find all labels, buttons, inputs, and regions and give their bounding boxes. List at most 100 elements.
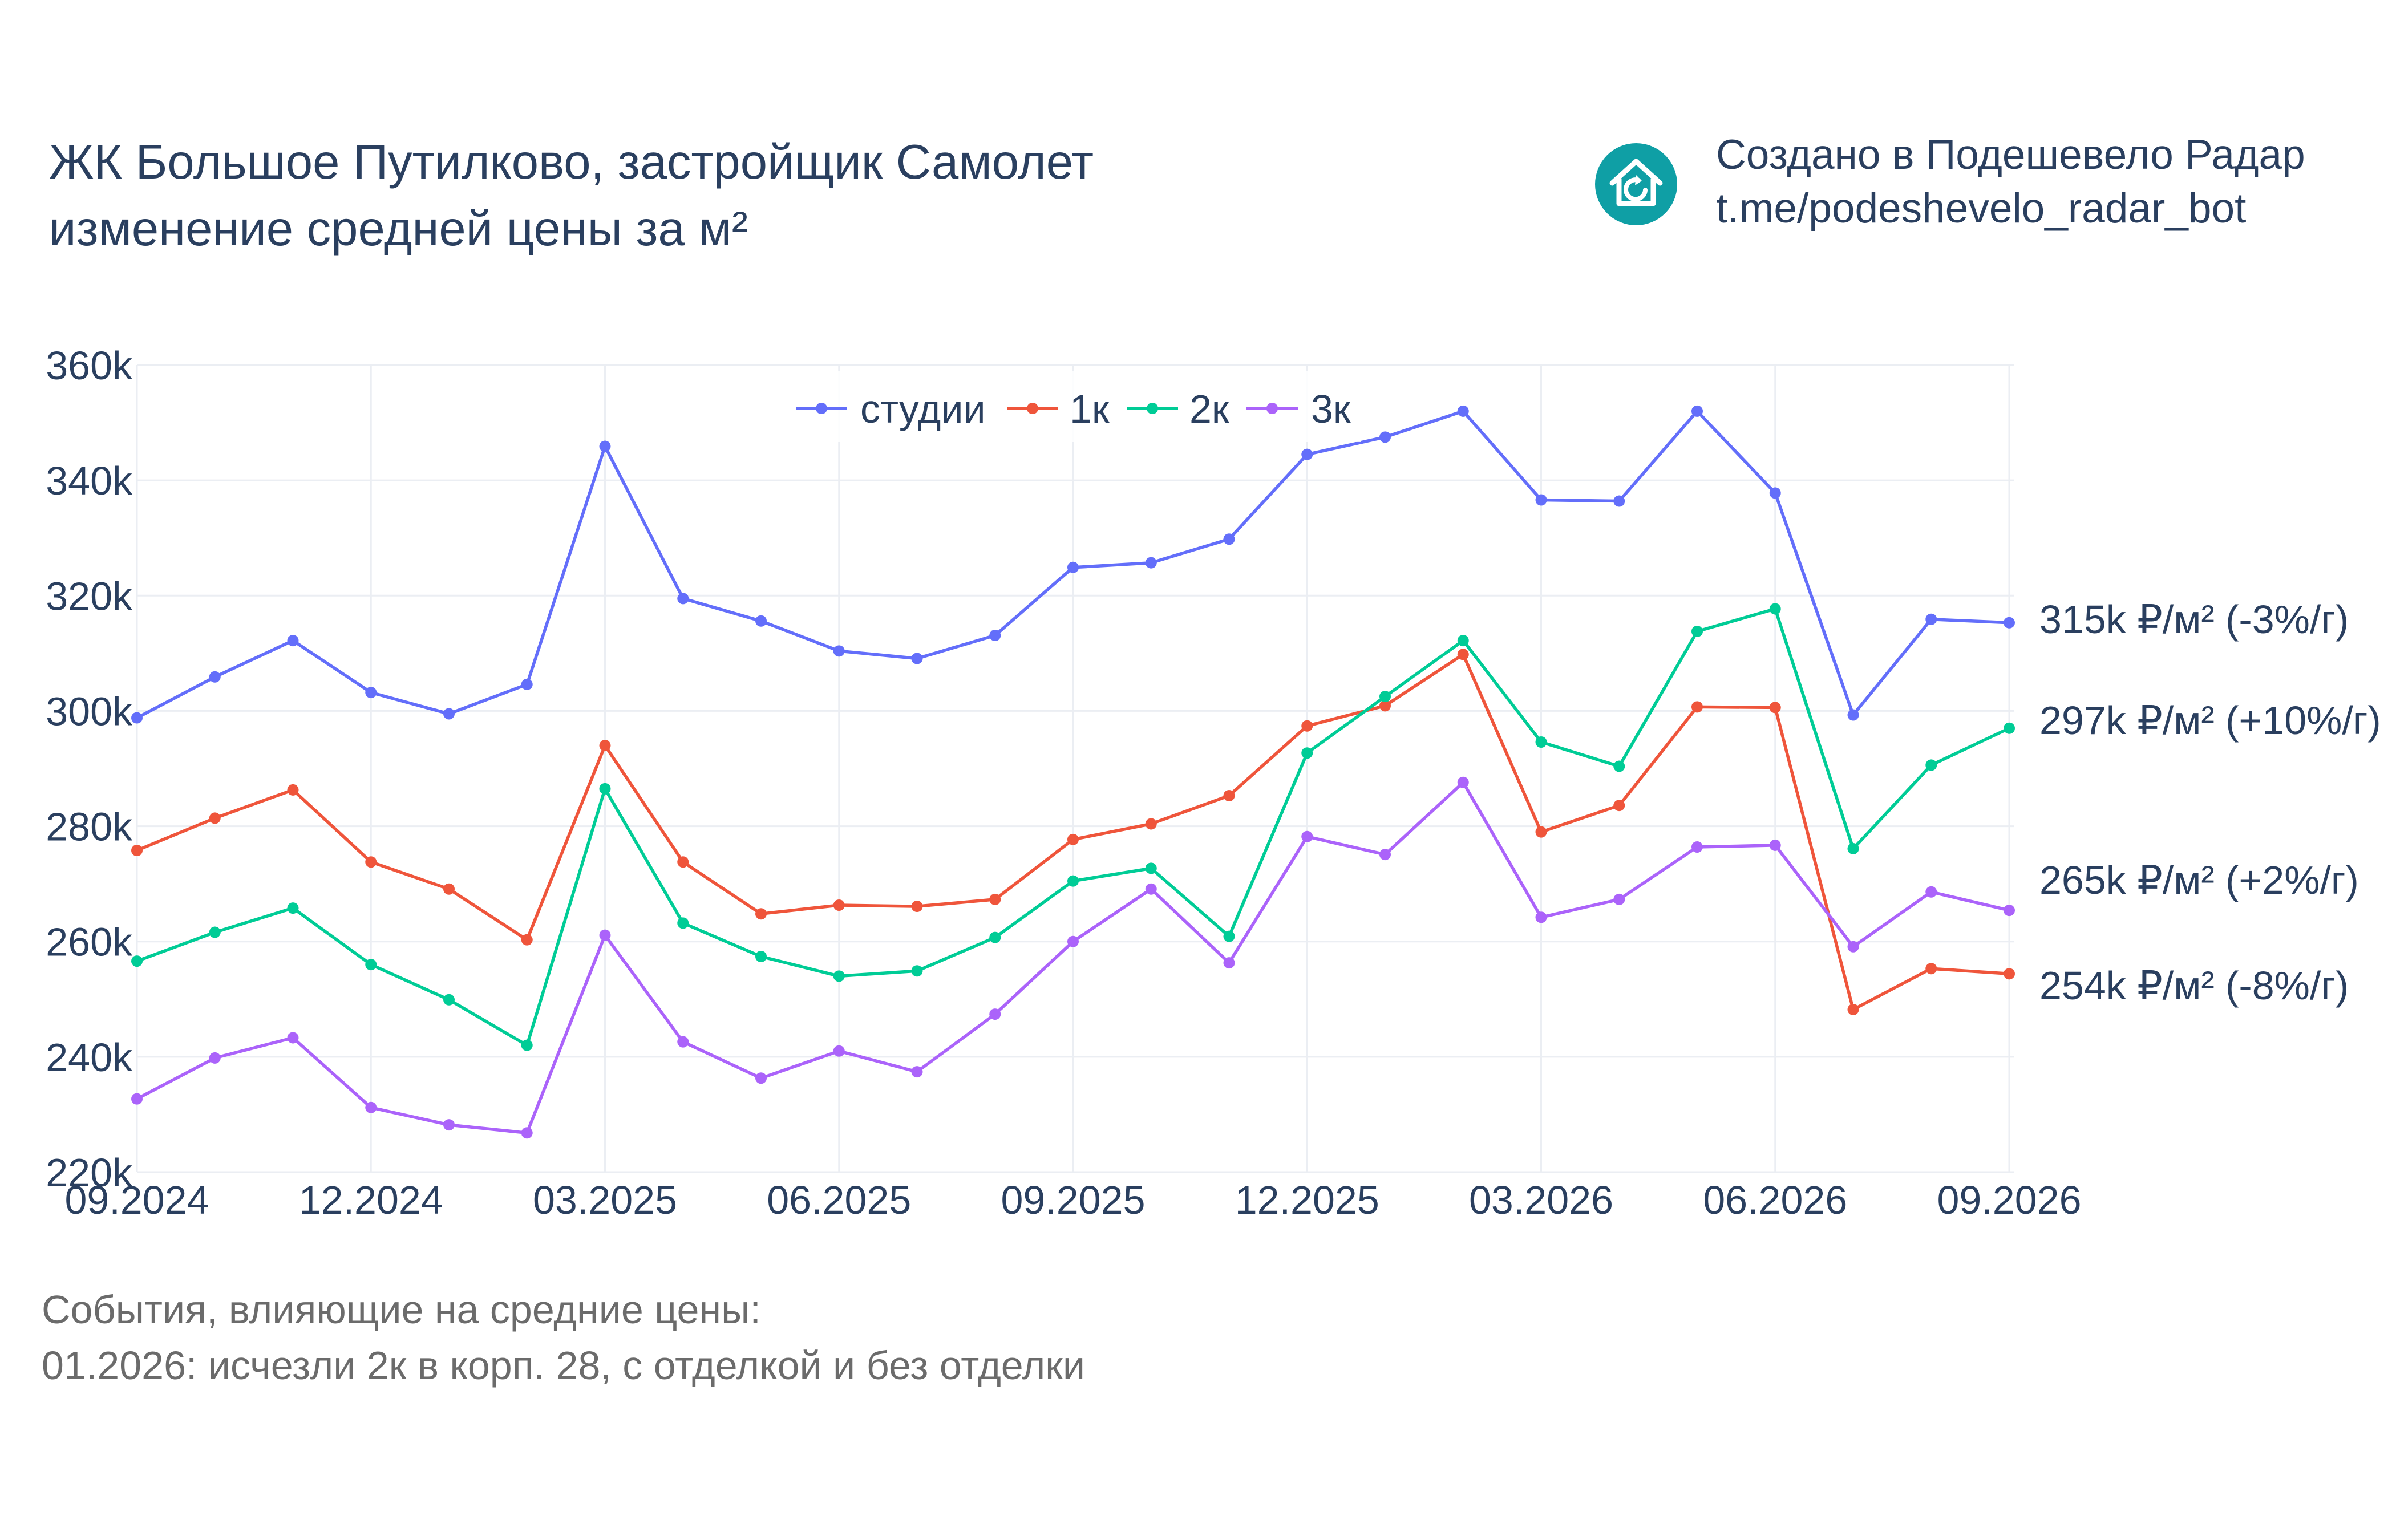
data-point bbox=[1925, 963, 1937, 975]
data-point bbox=[1847, 709, 1859, 721]
y-tick-label: 340k bbox=[46, 459, 133, 503]
data-point bbox=[1613, 760, 1625, 772]
y-tick-label: 240k bbox=[46, 1035, 133, 1080]
end-labels: 315k ₽/м² (-3%/г) 254k ₽/м² (-8%/г) 297k ₽… bbox=[2039, 597, 2381, 1008]
y-tick-label: 260k bbox=[46, 920, 133, 964]
data-point bbox=[443, 708, 455, 720]
data-point bbox=[1769, 839, 1781, 851]
data-point bbox=[599, 783, 611, 795]
data-point bbox=[989, 893, 1001, 905]
data-point bbox=[287, 1032, 299, 1044]
data-point bbox=[1457, 635, 1469, 647]
legend-item-3[interactable]: 2к bbox=[1127, 387, 1229, 431]
data-point bbox=[1301, 747, 1313, 759]
data-point bbox=[287, 784, 299, 796]
data-point bbox=[365, 687, 377, 699]
data-point bbox=[1925, 613, 1937, 625]
data-point bbox=[1457, 405, 1469, 417]
y-tick-label: 320k bbox=[46, 574, 133, 618]
legend-label: 2к bbox=[1189, 387, 1229, 431]
data-point bbox=[1145, 883, 1157, 895]
data-point bbox=[1223, 533, 1235, 545]
x-tick-label: 06.2026 bbox=[1703, 1178, 1847, 1222]
data-point bbox=[1613, 893, 1625, 905]
data-point bbox=[989, 630, 1001, 642]
data-point bbox=[1691, 625, 1703, 637]
data-point bbox=[833, 899, 845, 911]
data-point bbox=[131, 845, 143, 857]
house-refresh-icon bbox=[1595, 143, 1677, 225]
data-point bbox=[131, 955, 143, 967]
data-point bbox=[1067, 561, 1079, 573]
data-point bbox=[2004, 968, 2015, 980]
legend-marker-icon bbox=[816, 403, 827, 414]
data-point bbox=[131, 712, 143, 724]
data-point bbox=[443, 883, 455, 895]
legend-item-2[interactable]: 1к bbox=[1007, 387, 1110, 431]
data-point bbox=[131, 1093, 143, 1105]
series-end-label: 297k ₽/м² (+10%/г) bbox=[2039, 698, 2381, 743]
data-point bbox=[1769, 487, 1781, 499]
notes-line-1: События, влияющие на средние цены: bbox=[42, 1287, 761, 1332]
data-point bbox=[1457, 649, 1469, 660]
data-point bbox=[521, 934, 533, 946]
x-tick-label: 12.2024 bbox=[299, 1178, 443, 1222]
data-point bbox=[677, 856, 689, 868]
chart-title-line-1: ЖК Большое Путилково, застройщик Самолет bbox=[49, 135, 1094, 189]
data-point bbox=[287, 635, 299, 647]
x-tick-label: 03.2025 bbox=[533, 1178, 677, 1222]
legend-marker-icon bbox=[1027, 403, 1038, 414]
data-point bbox=[209, 671, 221, 683]
data-point bbox=[1535, 826, 1547, 838]
y-tick-label: 360k bbox=[46, 343, 133, 388]
chart-title-line-2: изменение средней цены за м² bbox=[49, 202, 748, 256]
data-point bbox=[1769, 603, 1781, 615]
data-point bbox=[1691, 841, 1703, 853]
data-point bbox=[1145, 818, 1157, 830]
data-point bbox=[287, 902, 299, 914]
legend-item-1[interactable]: студии bbox=[796, 387, 986, 431]
data-point bbox=[1301, 830, 1313, 842]
data-point bbox=[677, 1036, 689, 1048]
data-point bbox=[755, 950, 767, 962]
data-point bbox=[365, 1101, 377, 1113]
series-1 bbox=[131, 405, 2015, 724]
data-point bbox=[521, 678, 533, 690]
data-point bbox=[599, 929, 611, 941]
x-tick-label: 12.2025 bbox=[1235, 1178, 1379, 1222]
x-tick-label: 09.2026 bbox=[1937, 1178, 2081, 1222]
legend-item-4[interactable]: 3к bbox=[1246, 387, 1351, 431]
data-point bbox=[1691, 701, 1703, 713]
series-end-label: 254k ₽/м² (-8%/г) bbox=[2039, 963, 2349, 1008]
x-tick-label: 03.2026 bbox=[1469, 1178, 1613, 1222]
grid bbox=[136, 364, 2014, 1173]
data-point bbox=[989, 1008, 1001, 1020]
data-point bbox=[677, 917, 689, 929]
data-point bbox=[755, 1072, 767, 1084]
data-point bbox=[443, 994, 455, 1006]
data-point bbox=[1379, 431, 1391, 443]
data-point bbox=[209, 926, 221, 938]
legend-background bbox=[790, 371, 1361, 442]
data-point bbox=[833, 1045, 845, 1057]
data-point bbox=[911, 965, 923, 977]
data-point bbox=[911, 901, 923, 913]
series-end-label: 265k ₽/м² (+2%/г) bbox=[2039, 858, 2359, 902]
data-point bbox=[1145, 557, 1157, 569]
data-point bbox=[1301, 720, 1313, 732]
data-point bbox=[1535, 494, 1547, 506]
data-point bbox=[911, 1066, 923, 1078]
data-point bbox=[1223, 790, 1235, 802]
data-point bbox=[755, 908, 767, 920]
y-tick-label: 300k bbox=[46, 689, 133, 733]
series-2 bbox=[131, 649, 2015, 1015]
x-tick-label: 09.2025 bbox=[1001, 1178, 1145, 1222]
legend-marker-icon bbox=[1147, 403, 1158, 414]
legend-label: 3к bbox=[1311, 387, 1351, 431]
series-4 bbox=[131, 776, 2015, 1139]
data-point bbox=[521, 1127, 533, 1139]
data-point bbox=[755, 615, 767, 627]
data-point bbox=[989, 931, 1001, 943]
data-point bbox=[1847, 941, 1859, 953]
notes-line-2: 01.2026: исчезли 2к в корп. 28, с отделк… bbox=[42, 1343, 1085, 1388]
